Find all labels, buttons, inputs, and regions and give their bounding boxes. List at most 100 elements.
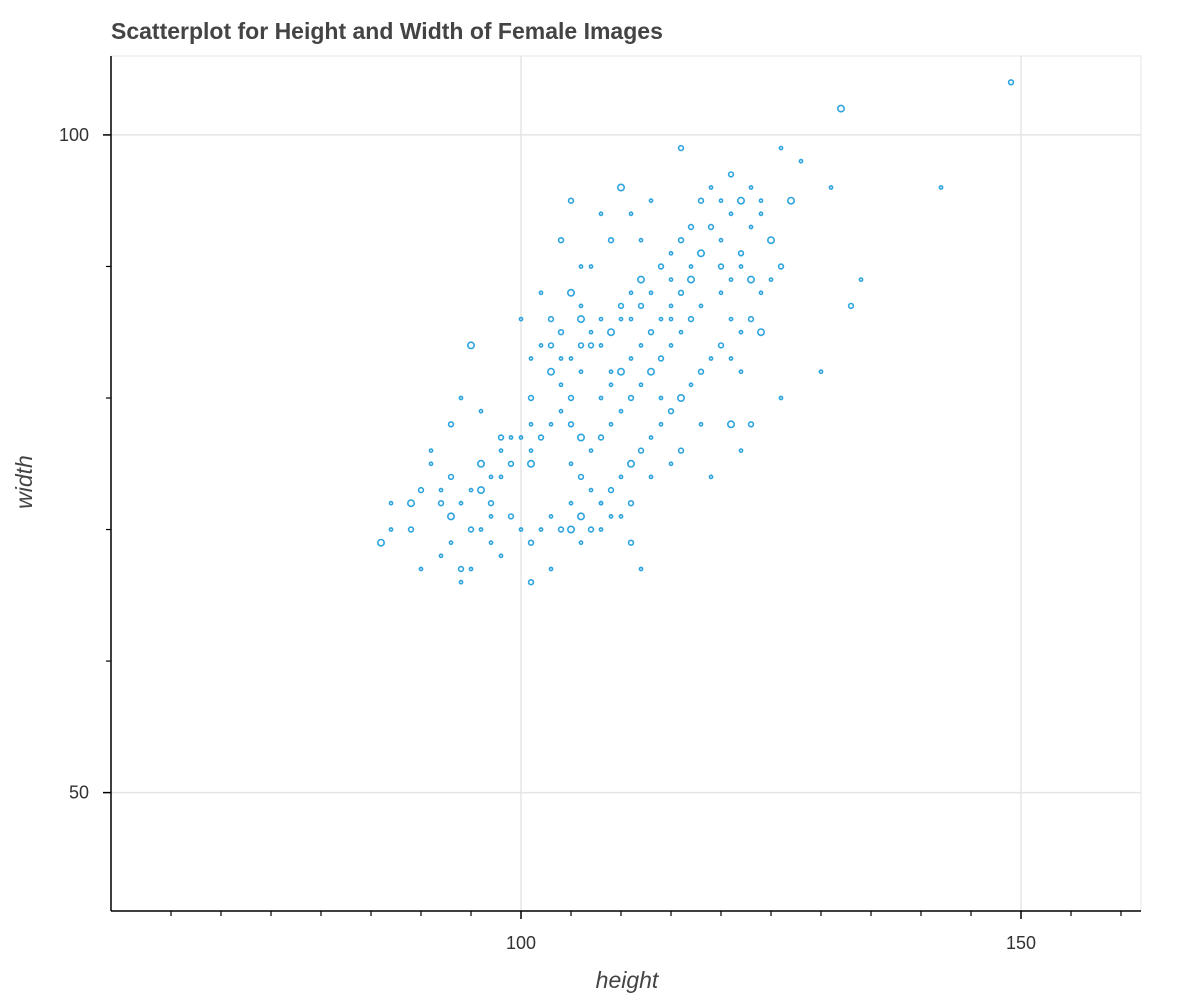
data-point [638, 237, 644, 243]
data-point [697, 197, 705, 204]
data-point [728, 211, 734, 217]
data-point [607, 237, 615, 244]
data-point [738, 448, 744, 454]
data-point [537, 434, 545, 441]
data-point [747, 315, 755, 323]
data-point [698, 303, 704, 309]
data-point [458, 579, 464, 585]
data-point [598, 342, 604, 348]
data-point [748, 224, 754, 230]
data-point [617, 302, 625, 310]
data-point [746, 275, 755, 284]
data-point [608, 382, 614, 388]
data-point [628, 290, 634, 296]
data-point [858, 277, 864, 283]
data-point [468, 487, 474, 493]
x-axis-label: height [596, 967, 660, 993]
data-point [478, 408, 484, 414]
data-point [557, 329, 565, 336]
data-point [658, 421, 664, 427]
data-point [438, 487, 444, 493]
data-point [567, 197, 575, 204]
data-point [598, 500, 604, 506]
chart-title: Scatterplot for Height and Width of Fema… [111, 18, 663, 44]
data-point [618, 316, 624, 322]
data-point [526, 459, 535, 468]
data-point [498, 553, 504, 559]
data-point [547, 342, 555, 349]
data-point [557, 526, 565, 533]
data-point [668, 461, 674, 467]
data-point [628, 356, 634, 361]
data-point [668, 277, 674, 283]
data-point [696, 249, 705, 258]
data-point [598, 527, 604, 532]
data-point [498, 448, 504, 454]
data-point [487, 500, 495, 507]
data-point [488, 514, 494, 519]
data-point [558, 382, 564, 388]
data-point [628, 316, 634, 322]
data-point [677, 144, 685, 152]
data-point [738, 369, 744, 375]
y-axis-label: width [11, 455, 37, 509]
data-point [468, 566, 474, 572]
data-point [778, 395, 784, 401]
plot-frame [110, 55, 1142, 912]
data-point [736, 196, 745, 205]
data-point [608, 514, 614, 519]
data-point [606, 328, 615, 337]
data-point [587, 526, 595, 533]
data-point [548, 514, 554, 519]
data-point [756, 328, 765, 337]
data-point [668, 342, 674, 348]
data-point [608, 421, 614, 427]
data-point [708, 474, 714, 480]
data-point [418, 566, 424, 572]
data-point [437, 500, 445, 507]
data-point [618, 514, 624, 519]
data-point [578, 540, 584, 546]
data-point [576, 433, 585, 442]
data-point [758, 211, 764, 217]
data-point [577, 342, 585, 349]
data-point [648, 435, 654, 440]
data-point [818, 369, 824, 375]
data-point [568, 500, 574, 506]
data-point [647, 329, 655, 336]
data-point [577, 473, 585, 481]
data-point [627, 500, 635, 507]
data-point [657, 263, 665, 270]
x-tick-label: 100 [506, 933, 536, 953]
data-point [728, 277, 734, 283]
data-point [428, 461, 434, 467]
data-point [376, 538, 385, 547]
data-point [388, 500, 394, 506]
data-point [686, 275, 695, 284]
data-point [627, 394, 635, 402]
data-point [407, 526, 415, 533]
data-point [488, 540, 494, 546]
data-point [728, 356, 734, 361]
data-point [538, 342, 544, 348]
data-point [658, 316, 664, 322]
data-point [618, 408, 624, 414]
data-point [718, 198, 724, 204]
data-point [657, 355, 665, 362]
data-point [558, 356, 564, 361]
data-point [557, 237, 565, 244]
data-points [376, 79, 1015, 586]
data-point [677, 447, 685, 454]
data-point [708, 356, 714, 361]
data-point [587, 342, 595, 349]
data-point [597, 434, 605, 441]
data-point [616, 183, 625, 192]
data-point [676, 393, 685, 402]
data-point [576, 315, 585, 324]
data-point [598, 395, 604, 401]
data-point [687, 223, 695, 231]
data-point [598, 211, 604, 217]
data-point [566, 288, 575, 297]
data-point [747, 421, 755, 428]
